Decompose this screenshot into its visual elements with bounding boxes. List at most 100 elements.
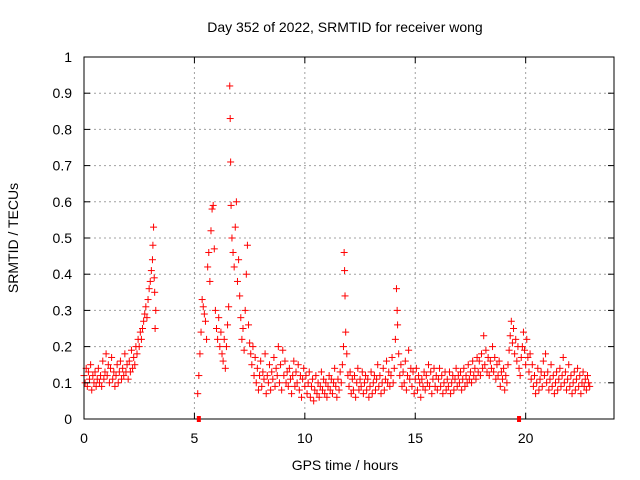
data-point (418, 375, 426, 383)
data-point (120, 372, 128, 380)
data-point (324, 382, 332, 390)
data-point (517, 353, 525, 361)
data-point (254, 386, 262, 394)
data-point (346, 368, 354, 376)
data-point (241, 306, 249, 314)
data-point (478, 350, 485, 358)
data-point (315, 393, 323, 401)
data-point (495, 357, 503, 365)
data-point (294, 361, 302, 369)
data-point (150, 274, 158, 282)
data-point (94, 364, 102, 372)
data-point (377, 390, 385, 398)
data-point (242, 270, 250, 278)
data-point (524, 353, 532, 361)
data-point (391, 335, 399, 343)
data-point (537, 368, 545, 376)
data-point (443, 375, 451, 383)
data-point (482, 346, 490, 354)
data-point (226, 115, 234, 123)
data-point (233, 277, 241, 285)
x-tick-label: 15 (407, 430, 423, 446)
data-point (348, 375, 356, 383)
data-point (133, 350, 141, 358)
data-point (333, 393, 341, 401)
data-point (313, 390, 321, 398)
data-point (262, 390, 270, 398)
data-point (124, 375, 132, 383)
data-point (284, 382, 292, 390)
data-point (471, 364, 479, 372)
data-point (423, 379, 431, 387)
data-point (506, 332, 514, 340)
data-point (389, 379, 397, 387)
data-point (497, 368, 505, 376)
data-point (466, 368, 474, 376)
data-point (247, 350, 255, 358)
data-point (301, 382, 309, 390)
data-point (405, 346, 413, 354)
data-point (421, 386, 429, 394)
data-point (360, 379, 368, 387)
data-point (86, 375, 94, 383)
data-point (310, 397, 318, 405)
data-point (355, 386, 363, 394)
data-point (283, 368, 291, 376)
data-point (261, 350, 269, 358)
data-point (216, 343, 224, 351)
data-point (321, 390, 329, 398)
data-point (214, 335, 222, 343)
data-point (289, 372, 297, 380)
data-point (345, 382, 353, 390)
data-point (383, 357, 391, 365)
data-point (375, 382, 383, 390)
data-point (108, 353, 116, 361)
data-point (143, 314, 151, 322)
data-point (323, 393, 331, 401)
data-point (253, 364, 261, 372)
data-point (196, 350, 204, 358)
data-point (566, 382, 574, 390)
data-point (501, 386, 509, 394)
data-point (460, 364, 468, 372)
data-point (341, 267, 349, 275)
data-point (545, 386, 553, 394)
data-point (219, 357, 227, 365)
data-point (536, 375, 544, 383)
data-point (295, 386, 303, 394)
data-point (340, 248, 348, 256)
data-point (568, 390, 576, 398)
data-point (279, 346, 287, 354)
data-point (512, 335, 520, 343)
data-point (511, 350, 519, 358)
data-point (565, 361, 573, 369)
data-point (492, 375, 500, 383)
data-point (300, 364, 308, 372)
data-point (277, 361, 285, 369)
data-point (341, 292, 349, 300)
data-point (561, 368, 569, 376)
axis-marker (517, 416, 522, 422)
data-point (557, 382, 565, 390)
data-point (551, 379, 559, 387)
data-point (328, 390, 336, 398)
axis-markers (196, 416, 522, 422)
data-point (554, 386, 562, 394)
data-point (457, 368, 465, 376)
data-point (204, 263, 212, 271)
data-point (586, 382, 594, 390)
data-point (415, 372, 423, 380)
data-point (428, 390, 436, 398)
data-point (362, 372, 370, 380)
data-point (476, 372, 484, 380)
data-point (437, 382, 445, 390)
data-point (235, 256, 243, 264)
data-point (230, 263, 238, 271)
data-point (246, 339, 254, 347)
data-point (489, 343, 497, 351)
data-point (380, 386, 388, 394)
data-point (533, 379, 541, 387)
data-point (203, 335, 211, 343)
data-point (448, 379, 456, 387)
